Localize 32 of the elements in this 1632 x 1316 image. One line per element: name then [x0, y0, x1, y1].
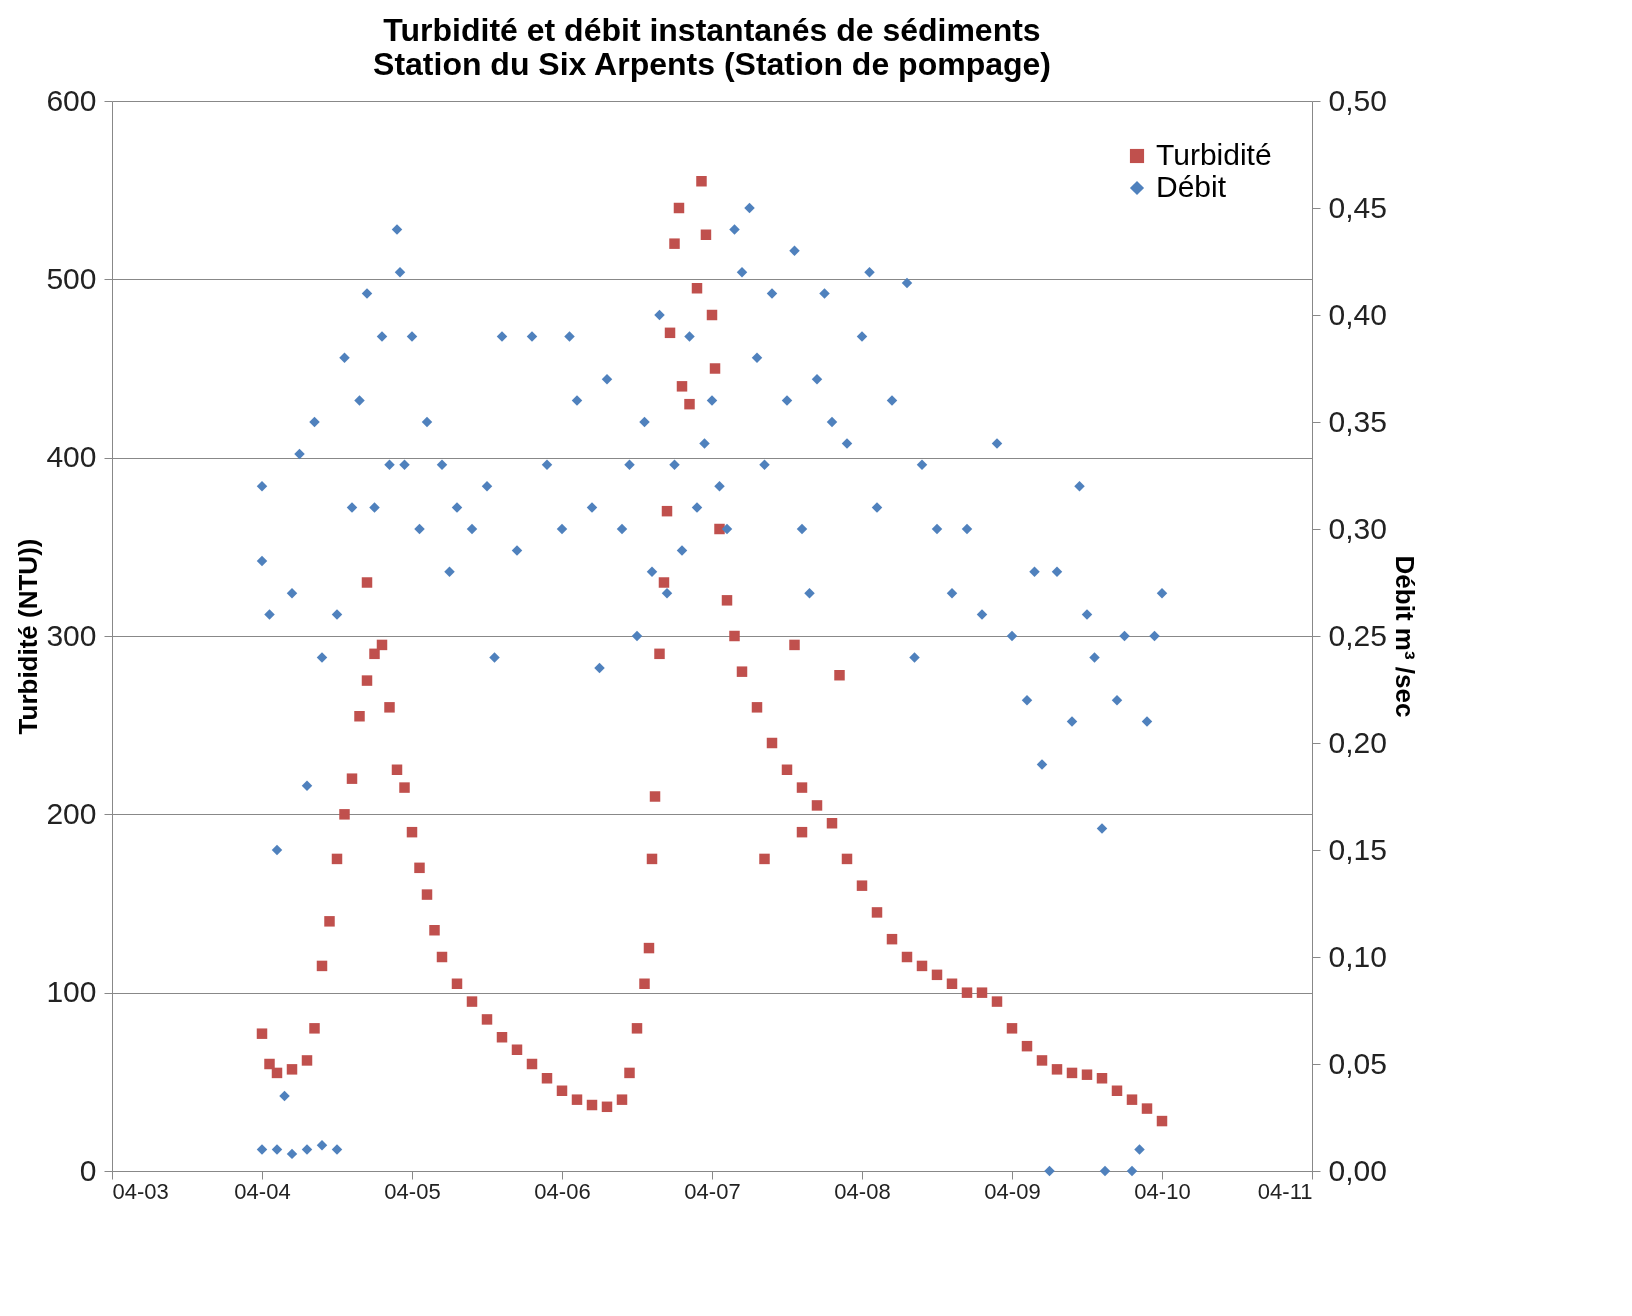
- x-tick-label: 04-07: [684, 1178, 741, 1204]
- y2-tick-label: 0,50: [1328, 83, 1387, 117]
- y-tick-label: 600: [46, 83, 97, 117]
- y2-tick-label: 0,05: [1328, 1046, 1387, 1080]
- x-tick-label: 04-06: [534, 1178, 591, 1204]
- chart-title: Turbidité et débit instantanés de sédiments Station du Six Arpents (Station de pompage): [373, 12, 1051, 82]
- y2-tick-label: 0,45: [1328, 190, 1387, 224]
- y2-tick-label: 0,35: [1328, 404, 1387, 438]
- y-tick-label: 200: [46, 796, 97, 830]
- x-tick-label: 04-03: [112, 1178, 169, 1204]
- y-tick-label: 500: [46, 261, 97, 295]
- x-tick-label: 04-04: [234, 1178, 291, 1204]
- x-tick-label: 04-10: [1134, 1178, 1191, 1204]
- y2-tick-label: 0,15: [1328, 832, 1387, 866]
- legend-label: Débit: [1156, 170, 1227, 203]
- x-tick-label: 04-11: [1257, 1178, 1313, 1204]
- y-tick-label: 100: [46, 975, 97, 1009]
- legend-label: Turbidité: [1156, 138, 1272, 171]
- y-tick-label: 400: [46, 440, 97, 474]
- y2-tick-label: 0,00: [1328, 1153, 1387, 1187]
- y2-tick-label: 0,25: [1328, 618, 1387, 652]
- x-tick-label: 04-08: [834, 1178, 891, 1204]
- y2-tick-label: 0,30: [1328, 511, 1387, 545]
- y-tick-label: 0: [79, 1153, 97, 1187]
- y-tick-label: 300: [46, 618, 97, 652]
- x-tick-label: 04-09: [984, 1178, 1041, 1204]
- y-axis-title: Turbidité (NTU)): [13, 538, 44, 735]
- y2-tick-label: 0,20: [1328, 725, 1387, 759]
- y2-tick-label: 0,40: [1328, 297, 1387, 331]
- x-tick-label: 04-05: [384, 1178, 441, 1204]
- y2-axis-title: Débit m³ /sec: [1389, 555, 1420, 718]
- y2-tick-label: 0,10: [1328, 939, 1387, 973]
